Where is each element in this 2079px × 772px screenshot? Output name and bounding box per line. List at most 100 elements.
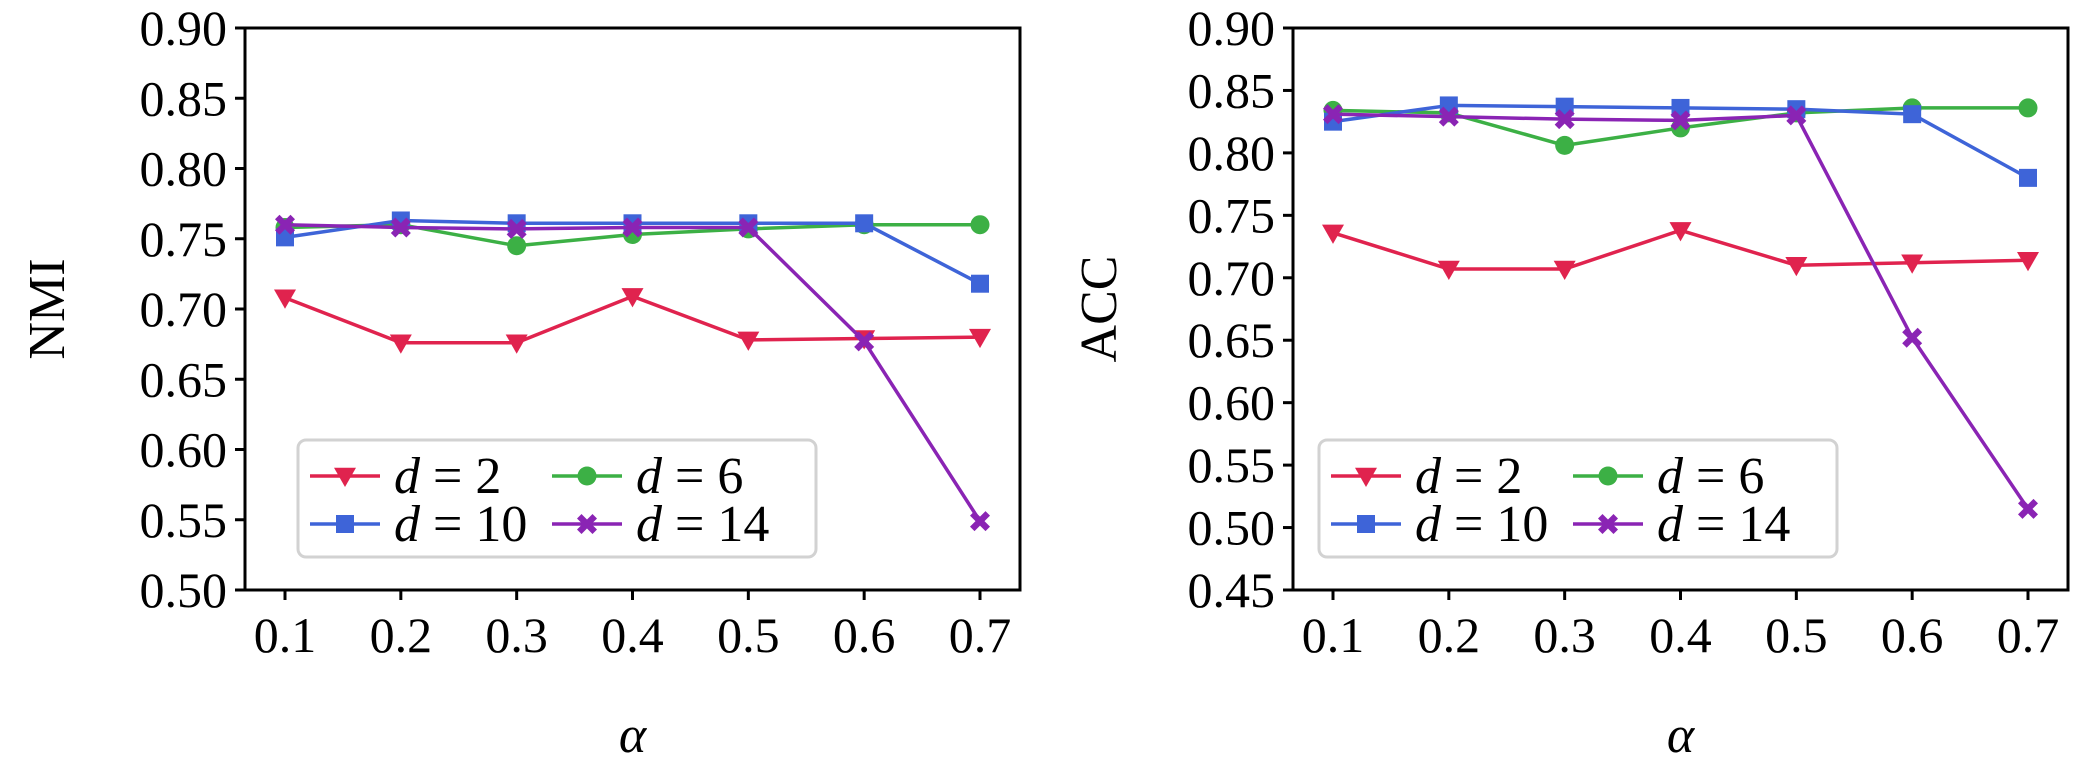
- acc-data-point: [1786, 105, 1807, 126]
- acc-x-tick-label: 0.6: [1881, 607, 1944, 663]
- acc-data-point: [2018, 498, 2038, 519]
- nmi-x-tick-label: 0.1: [254, 607, 317, 663]
- acc-series-d2: [1322, 222, 2039, 281]
- acc-x-tick-label: 0.5: [1765, 607, 1828, 663]
- acc-legend: d = 2d = 10 d = 6d = 14: [1317, 438, 1839, 559]
- acc-legend-label: d = 6: [1657, 448, 1764, 505]
- acc-data-point: [1553, 260, 1576, 281]
- acc-legend-label: d = 10: [1415, 496, 1548, 553]
- nmi-y-tick-label: 0.55: [140, 492, 228, 548]
- acc-data-point: [1437, 260, 1460, 281]
- acc-y-tick-label: 0.65: [1188, 312, 1276, 368]
- nmi-legend-swatch-marker: [336, 515, 354, 533]
- nmi-data-point: [274, 289, 296, 309]
- nmi-legend-swatch-marker: [577, 514, 597, 534]
- nmi-y-tick-label: 0.70: [140, 281, 228, 337]
- nmi-y-axis-label: NMI: [19, 258, 76, 359]
- nmi-legend-swatch-marker: [577, 466, 597, 486]
- nmi-legend-label: d = 2: [394, 448, 501, 505]
- acc-data-point: [1785, 257, 1808, 277]
- acc-data-point: [1901, 254, 1924, 274]
- acc-series-d14: [1323, 104, 2038, 519]
- nmi-data-point: [971, 274, 989, 293]
- acc-data-point: [2017, 252, 2039, 272]
- acc-x-tick-label: 0.2: [1418, 607, 1481, 663]
- acc-x-tick-label: 0.4: [1649, 607, 1712, 663]
- nmi-data-point: [505, 334, 528, 354]
- acc-data-point: [2019, 168, 2037, 187]
- acc-legend-swatch-marker: [1598, 514, 1618, 534]
- acc-data-point: [1902, 327, 1923, 348]
- nmi-x-tick-label: 0.6: [833, 607, 896, 663]
- nmi-data-point: [970, 215, 990, 235]
- acc-data-point: [1554, 109, 1575, 130]
- acc-chart: 0.45 0.50 0.55 0.60 0.65 0.70 0.75 0.80 0.85 0.90…: [1071, 0, 2070, 764]
- acc-data-point: [1323, 104, 1343, 125]
- nmi-y-tick-label: 0.90: [140, 0, 228, 56]
- nmi-data-point: [855, 214, 874, 233]
- acc-y-tick-label: 0.55: [1188, 437, 1276, 493]
- nmi-data-point: [506, 218, 527, 239]
- nmi-x-tick-label: 0.4: [601, 607, 664, 663]
- nmi-x-axis-label: α: [619, 707, 648, 764]
- nmi-data-point: [390, 217, 411, 238]
- acc-x-tick-label: 0.3: [1533, 607, 1596, 663]
- acc-y-axis-label: ACC: [1071, 256, 1128, 363]
- nmi-data-point: [389, 334, 412, 354]
- acc-data-point: [1555, 135, 1575, 155]
- acc-x-tick-label: 0.1: [1302, 607, 1365, 663]
- acc-legend-label: d = 14: [1657, 496, 1790, 553]
- acc-y-tick-label: 0.60: [1188, 375, 1276, 431]
- nmi-y-tick-label: 0.85: [140, 70, 228, 126]
- nmi-y-tick-label: 0.80: [140, 141, 228, 197]
- nmi-data-point: [737, 331, 760, 351]
- nmi-data-point: [622, 217, 643, 238]
- nmi-x-tick-label: 0.7: [949, 607, 1012, 663]
- nmi-y-tick-label: 0.60: [140, 422, 228, 478]
- nmi-y-tick-label: 0.75: [140, 211, 228, 267]
- acc-y-tick-label: 0.90: [1188, 0, 1276, 56]
- nmi-legend-label: d = 14: [636, 496, 769, 553]
- acc-y-tick-label: 0.75: [1188, 187, 1276, 243]
- nmi-x-tick-label: 0.2: [370, 607, 433, 663]
- nmi-series-d14: [275, 214, 990, 532]
- nmi-data-point: [970, 511, 990, 532]
- nmi-chart: 0.50 0.55 0.60 0.65 0.70 0.75 0.80 0.85 0.90 0.1 0…: [19, 0, 1022, 764]
- acc-data-point: [1322, 224, 1344, 244]
- acc-legend-label: d = 2: [1415, 448, 1522, 505]
- acc-x-tick-label: 0.7: [1997, 607, 2060, 663]
- nmi-y-tick-label: 0.65: [140, 351, 228, 407]
- acc-legend-swatch-marker: [1357, 515, 1375, 533]
- acc-legend-swatch-marker: [1355, 467, 1377, 487]
- nmi-legend: d = 2d = 10 d = 6d = 14: [296, 438, 818, 559]
- nmi-data-point: [621, 288, 644, 308]
- nmi-series-d2: [274, 288, 991, 354]
- acc-series-d10: [1324, 96, 2037, 187]
- acc-legend-swatch-marker: [1598, 466, 1618, 486]
- nmi-data-point: [507, 236, 527, 256]
- acc-y-tick-label: 0.45: [1188, 562, 1276, 618]
- nmi-data-point: [275, 214, 295, 235]
- nmi-y-tick-label: 0.50: [140, 562, 228, 618]
- acc-data-point: [1669, 222, 1692, 242]
- nmi-x-tick-label: 0.3: [485, 607, 548, 663]
- acc-data-point: [2018, 98, 2038, 118]
- nmi-x-tick-label: 0.5: [717, 607, 780, 663]
- acc-data-point: [1903, 105, 1922, 124]
- acc-data-point: [1670, 110, 1691, 131]
- acc-legend-box: [1317, 438, 1839, 559]
- nmi-data-point: [738, 217, 759, 238]
- nmi-legend-swatch-marker: [334, 467, 356, 487]
- nmi-legend-label: d = 6: [636, 448, 743, 505]
- nmi-data-point: [969, 328, 991, 349]
- acc-data-point: [1438, 106, 1459, 127]
- acc-y-tick-label: 0.80: [1188, 125, 1276, 181]
- acc-y-tick-label: 0.85: [1188, 62, 1276, 118]
- acc-y-tick-label: 0.70: [1188, 250, 1276, 306]
- acc-y-tick-label: 0.50: [1188, 500, 1276, 556]
- nmi-legend-label: d = 10: [394, 496, 527, 553]
- nmi-data-point: [854, 331, 875, 352]
- acc-x-axis-label: α: [1667, 707, 1696, 764]
